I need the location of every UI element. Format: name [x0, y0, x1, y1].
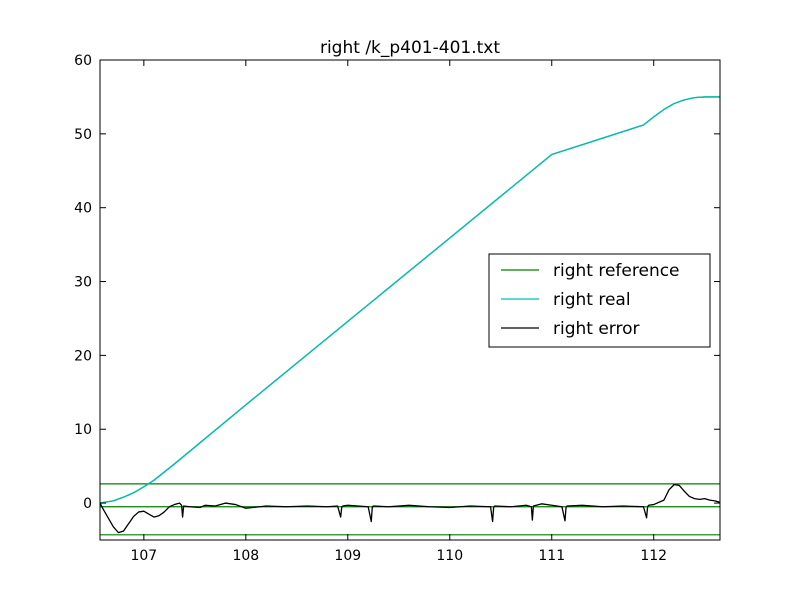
axes-frame: [99, 59, 721, 541]
plot-area: 107 108 109 110 111 112 0 10 20 30 40 50 60: [74, 53, 721, 564]
legend-label-right-real: right real: [553, 290, 631, 310]
y-tick-label: 0: [83, 496, 92, 512]
x-tick-label: 110: [436, 548, 463, 564]
y-tick-label: 20: [74, 348, 92, 364]
x-tick-label: 111: [538, 548, 565, 564]
legend-label-right-reference: right reference: [553, 261, 680, 281]
x-tick-label: 112: [640, 548, 667, 564]
data-layer: [100, 96, 720, 536]
x-tick-label: 107: [130, 548, 157, 564]
legend-label-right-error: right error: [553, 319, 640, 339]
series-line-right-real: [100, 96, 720, 504]
y-tick-label: 10: [74, 422, 92, 438]
x-tick-label: 109: [334, 548, 361, 564]
y-tick-label: 50: [74, 127, 92, 143]
x-tick-label: 108: [232, 548, 259, 564]
y-tick-label: 40: [74, 201, 92, 217]
y-tick-label: 60: [74, 53, 92, 69]
y-tick-label: 30: [74, 275, 92, 291]
legend: right reference right real right error: [488, 253, 711, 348]
series-line-right-error: [100, 483, 720, 534]
chart-title: right /k_p401-401.txt: [320, 38, 500, 58]
